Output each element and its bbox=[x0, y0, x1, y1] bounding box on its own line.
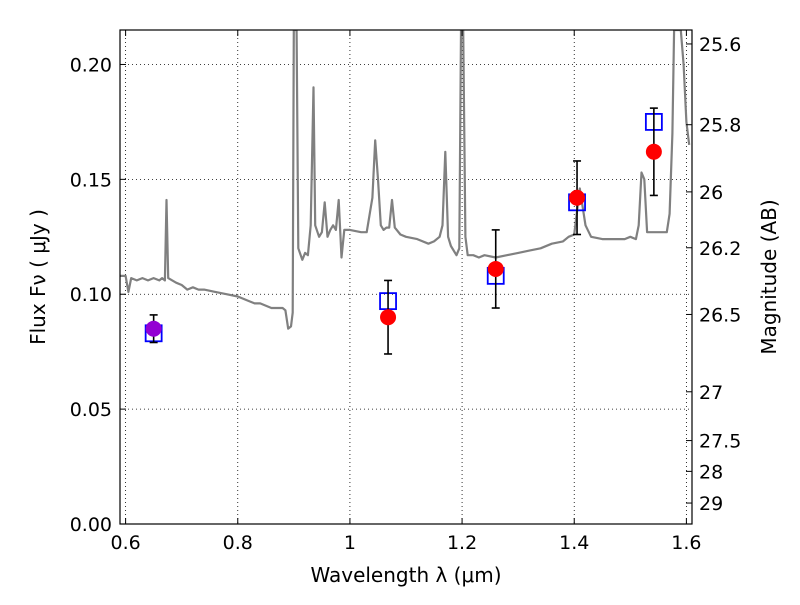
right-tick-label: 25.6 bbox=[699, 34, 741, 56]
grid bbox=[120, 30, 692, 525]
x-tick-label: 1.4 bbox=[559, 532, 589, 554]
y-axis-title: Flux Fν ( μJy ) bbox=[26, 209, 50, 345]
right-tick-label: 29 bbox=[699, 493, 723, 515]
observed-point-marker bbox=[487, 260, 504, 277]
data-layer bbox=[120, 30, 691, 355]
right-tick-label: 27.5 bbox=[699, 431, 741, 453]
y-tick-label: 0.20 bbox=[70, 54, 112, 76]
right-tick-label: 26 bbox=[699, 182, 723, 204]
axis-ticks: 0.6 0.8 1 1.2 1.4 1.6 0.00 0.05 0.10 0.15 0.20 25.6… bbox=[70, 30, 741, 554]
spectrum-line bbox=[120, 30, 691, 330]
y-tick-label: 0.10 bbox=[70, 284, 112, 306]
y-tick-label: 0.05 bbox=[70, 399, 112, 421]
right-tick-label: 26.2 bbox=[699, 238, 741, 260]
right-tick-label: 25.8 bbox=[699, 115, 741, 137]
x-axis-title: Wavelength λ (μm) bbox=[310, 563, 501, 587]
observed-point-marker bbox=[380, 309, 397, 326]
x-tick-label: 1.6 bbox=[671, 532, 701, 554]
y-tick-label: 0.00 bbox=[70, 514, 112, 536]
plot-frame bbox=[119, 29, 693, 525]
y-tick-label: 0.15 bbox=[70, 169, 112, 191]
right-tick-label: 26.5 bbox=[699, 304, 741, 326]
x-tick-label: 0.8 bbox=[223, 532, 253, 554]
x-tick-label: 0.6 bbox=[110, 532, 140, 554]
observed-point-marker bbox=[145, 320, 162, 337]
right-tick-label: 27 bbox=[699, 382, 723, 404]
observed-point-marker bbox=[645, 143, 662, 160]
x-tick-label: 1 bbox=[344, 532, 356, 554]
right-tick-label: 28 bbox=[699, 461, 723, 483]
right-axis-title: Magnitude (AB) bbox=[757, 199, 781, 354]
observed-point-marker bbox=[569, 189, 586, 206]
x-tick-label: 1.2 bbox=[447, 532, 477, 554]
